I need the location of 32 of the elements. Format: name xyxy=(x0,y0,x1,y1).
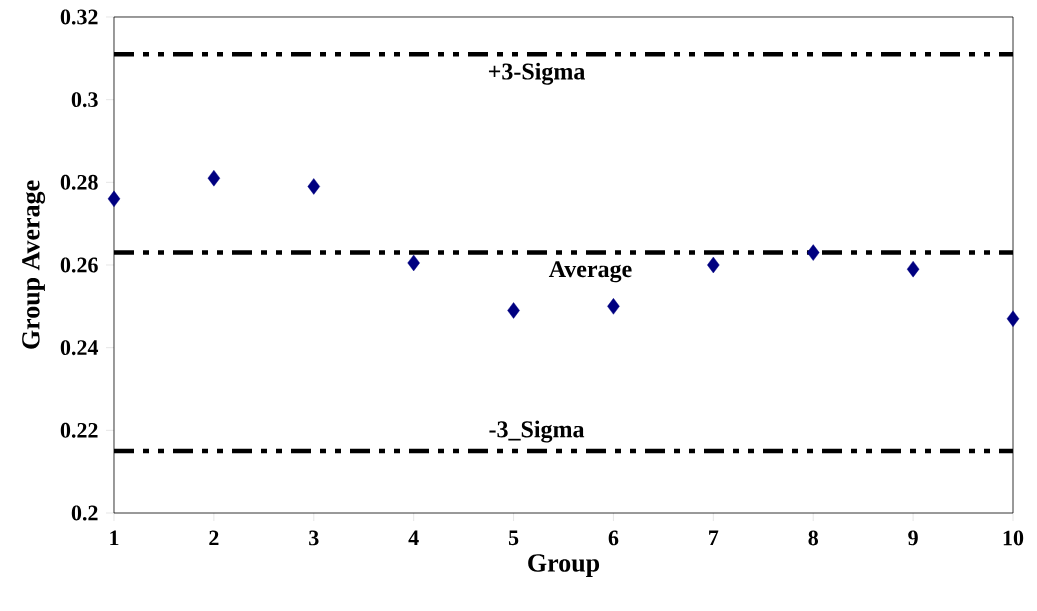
x-tick-label: 1 xyxy=(110,530,119,546)
point xyxy=(307,178,320,195)
point xyxy=(807,244,820,261)
y-tick-label: 0.26 xyxy=(60,257,98,273)
x-tick-label: 9 xyxy=(908,530,918,546)
point xyxy=(607,298,620,315)
point xyxy=(707,256,720,274)
y-tick-label: 0.22 xyxy=(60,422,98,438)
x-tick-label: 3 xyxy=(309,530,319,546)
x-tick-label: 2 xyxy=(209,530,219,546)
ref-line-label: +3-Sigma xyxy=(488,62,586,85)
point xyxy=(207,170,221,187)
point xyxy=(1006,310,1020,327)
y-tick-label: 0.24 xyxy=(60,340,99,356)
x-tick-label: 5 xyxy=(508,530,519,546)
point xyxy=(507,302,520,319)
y-tick-label: 0.28 xyxy=(60,174,98,190)
y-tick-label: 0.2 xyxy=(71,505,98,521)
x-tick-label: 6 xyxy=(608,530,619,546)
ref-line-label: -3_Sigma xyxy=(489,420,585,443)
x-tick-label: 10 xyxy=(1003,530,1024,546)
point xyxy=(906,260,920,278)
y-tick-label: 0.32 xyxy=(60,9,98,25)
y-axis-title: Group Average xyxy=(22,180,46,349)
x-tick-label: 7 xyxy=(709,530,719,545)
x-tick-label: 4 xyxy=(408,530,419,546)
x-tick-label: 8 xyxy=(808,530,818,546)
point xyxy=(107,190,121,208)
ref-line-label: Average xyxy=(548,261,632,283)
x-axis-title: Group xyxy=(528,554,600,577)
y-tick-label: 0.3 xyxy=(71,92,98,108)
point xyxy=(407,254,420,272)
